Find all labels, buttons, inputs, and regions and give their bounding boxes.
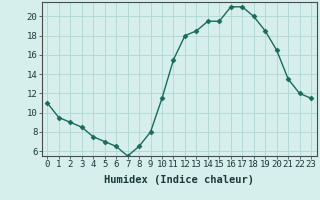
X-axis label: Humidex (Indice chaleur): Humidex (Indice chaleur)	[104, 175, 254, 185]
